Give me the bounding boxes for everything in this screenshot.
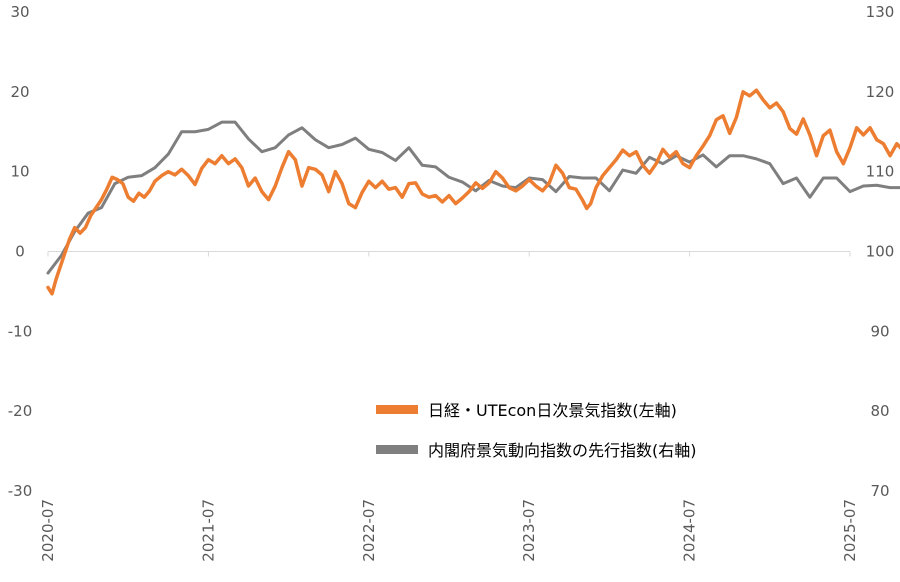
x-tick-label: 2022-07 <box>360 499 378 562</box>
y-right-tick-label: 130 <box>866 3 895 21</box>
y-left-tick-label: 20 <box>10 83 29 101</box>
y-right-tick-label: 110 <box>866 163 895 181</box>
y-right-tick-label: 70 <box>870 482 889 500</box>
legend-swatch <box>376 445 418 454</box>
y-right-tick-label: 90 <box>870 322 889 340</box>
x-tick-label: 2021-07 <box>199 499 217 562</box>
series-layer <box>46 88 900 296</box>
y-right-tick-label: 120 <box>866 83 895 101</box>
x-tick-label: 2025-07 <box>841 499 859 562</box>
y-left-tick-label: 0 <box>15 243 25 261</box>
y-left-tick-label: 30 <box>10 3 29 21</box>
y-left-tick-label: -20 <box>8 402 33 420</box>
legend: 日経・UTEcon日次景気指数(左軸) 内閣府景気動向指数の先行指数(右軸) <box>376 401 697 460</box>
legend-label: 日経・UTEcon日次景気指数(左軸) <box>428 401 677 420</box>
y-left-tick-label: -30 <box>8 482 33 500</box>
legend-label: 内閣府景気動向指数の先行指数(右軸) <box>428 441 697 460</box>
legend-swatch <box>376 405 418 414</box>
series-line-leading-index <box>46 120 900 275</box>
axes: 3020100-10-20-301301201101009080702020-0… <box>8 3 895 562</box>
y-left-tick-label: 10 <box>10 163 29 181</box>
series-line-daily-index <box>46 88 900 296</box>
y-left-tick-label: -10 <box>8 322 33 340</box>
x-tick-label: 2023-07 <box>520 499 538 562</box>
y-right-tick-label: 80 <box>870 402 889 420</box>
x-tick-label: 2020-07 <box>39 499 57 562</box>
x-tick-label: 2024-07 <box>681 499 699 562</box>
y-right-tick-label: 100 <box>866 243 895 261</box>
